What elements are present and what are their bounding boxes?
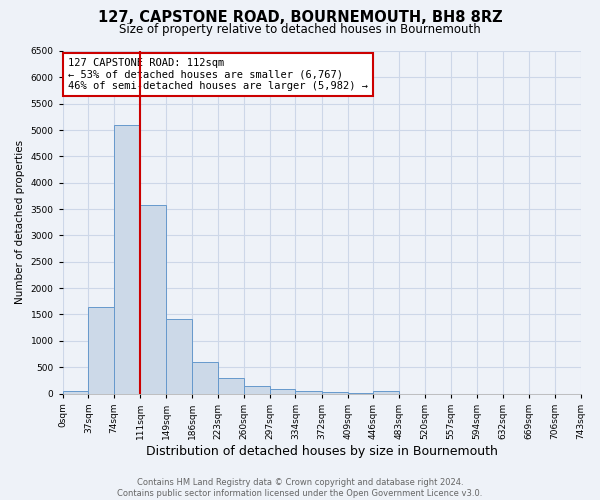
Text: 127 CAPSTONE ROAD: 112sqm
← 53% of detached houses are smaller (6,767)
46% of se: 127 CAPSTONE ROAD: 112sqm ← 53% of detac… (68, 58, 368, 91)
Bar (114, 126, 140, 394)
Bar (373, 391, 399, 394)
Bar (295, 391, 322, 394)
X-axis label: Distribution of detached houses by size in Bournemouth: Distribution of detached houses by size … (146, 444, 497, 458)
Bar (244, 386, 269, 394)
Bar (269, 388, 295, 394)
Y-axis label: Number of detached properties: Number of detached properties (15, 140, 25, 304)
Bar (88, 306, 114, 394)
Text: Size of property relative to detached houses in Bournemouth: Size of property relative to detached ho… (119, 22, 481, 36)
Bar (62, 391, 88, 394)
Text: Contains HM Land Registry data © Crown copyright and database right 2024.
Contai: Contains HM Land Registry data © Crown c… (118, 478, 482, 498)
Bar (347, 393, 373, 394)
Bar (322, 392, 347, 394)
Bar (166, 318, 192, 394)
Bar (192, 362, 218, 394)
Bar (140, 205, 166, 394)
Text: 127, CAPSTONE ROAD, BOURNEMOUTH, BH8 8RZ: 127, CAPSTONE ROAD, BOURNEMOUTH, BH8 8RZ (98, 10, 502, 25)
Bar (218, 378, 244, 394)
